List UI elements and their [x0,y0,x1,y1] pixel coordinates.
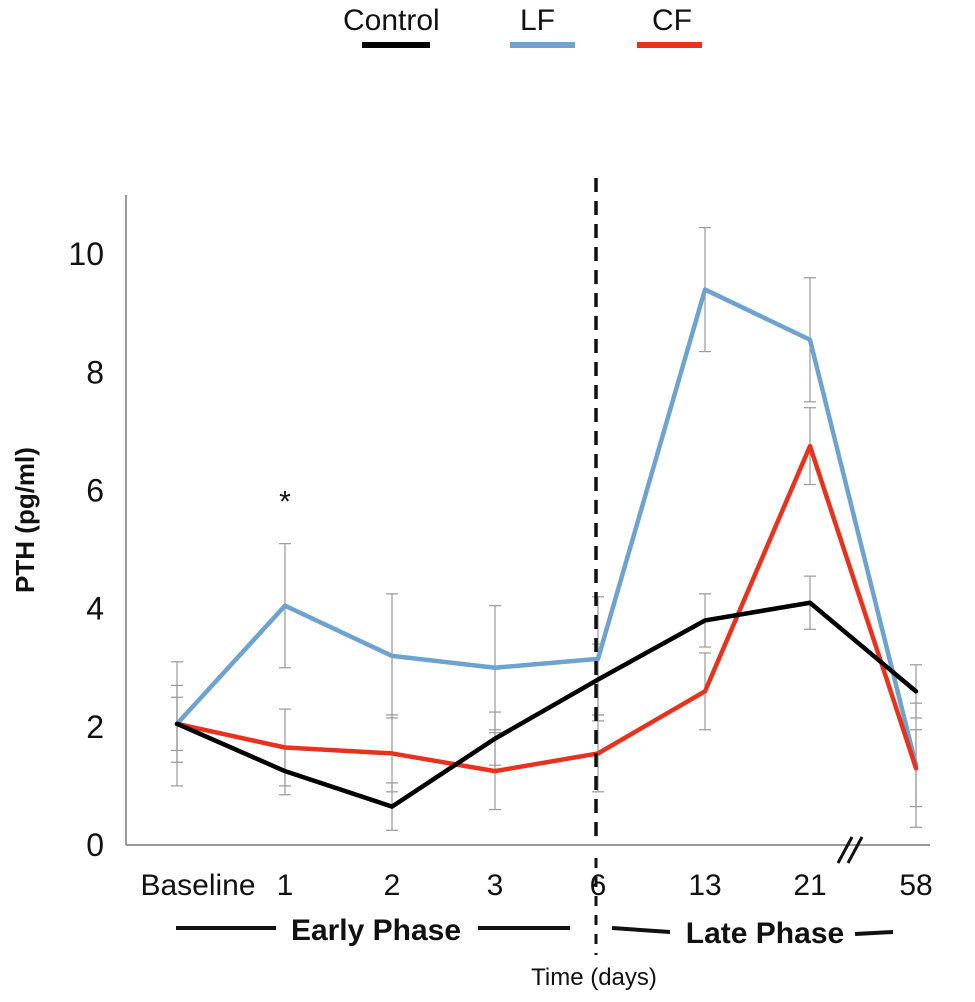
series-lines [174,287,919,809]
axis-break-mark [846,836,864,864]
y-tick-label: 6 [86,472,104,508]
series-line-cf [174,443,919,774]
legend-label-lf: LF [520,4,555,37]
x-tick-label: 13 [688,869,721,902]
y-tick-label: 0 [86,827,104,863]
y-tick-label: 8 [86,354,104,390]
axis-break-mark [836,836,854,864]
y-tick-label: 4 [86,591,104,627]
x-tick-label: Baseline [140,869,255,902]
series-line-lf [174,287,919,768]
x-tick-label: 2 [384,869,401,902]
legend-label-cf: CF [652,4,692,37]
series-line-control [174,600,919,809]
x-tick-label: 21 [793,869,826,902]
legend: Control LF CF [343,4,702,48]
legend-label-control: Control [343,4,440,37]
x-tick-label: 58 [899,869,932,902]
late-phase-label: Late Phase [686,917,844,950]
significance-marker: * [279,485,291,518]
y-axis-title: PTH (pg/ml) [10,447,40,593]
x-tick-label: 6 [590,869,607,902]
axes: 0 2 4 6 8 10 PTH (pg/ml) Baseline 1 2 3 6 13 21 58 [10,195,933,902]
annotations: * Early Phase Late Phase Time (days) [176,178,894,991]
x-tick-label: 1 [277,869,294,902]
error-bars [171,226,922,831]
late-phase-bar-left [611,926,671,934]
late-phase-bar-right [854,930,894,936]
x-axis-title: Time (days) [531,964,657,991]
early-phase-label: Early Phase [291,914,461,947]
x-tick-label: 3 [487,869,504,902]
y-tick-label: 10 [68,236,104,272]
y-tick-label: 2 [86,709,104,745]
